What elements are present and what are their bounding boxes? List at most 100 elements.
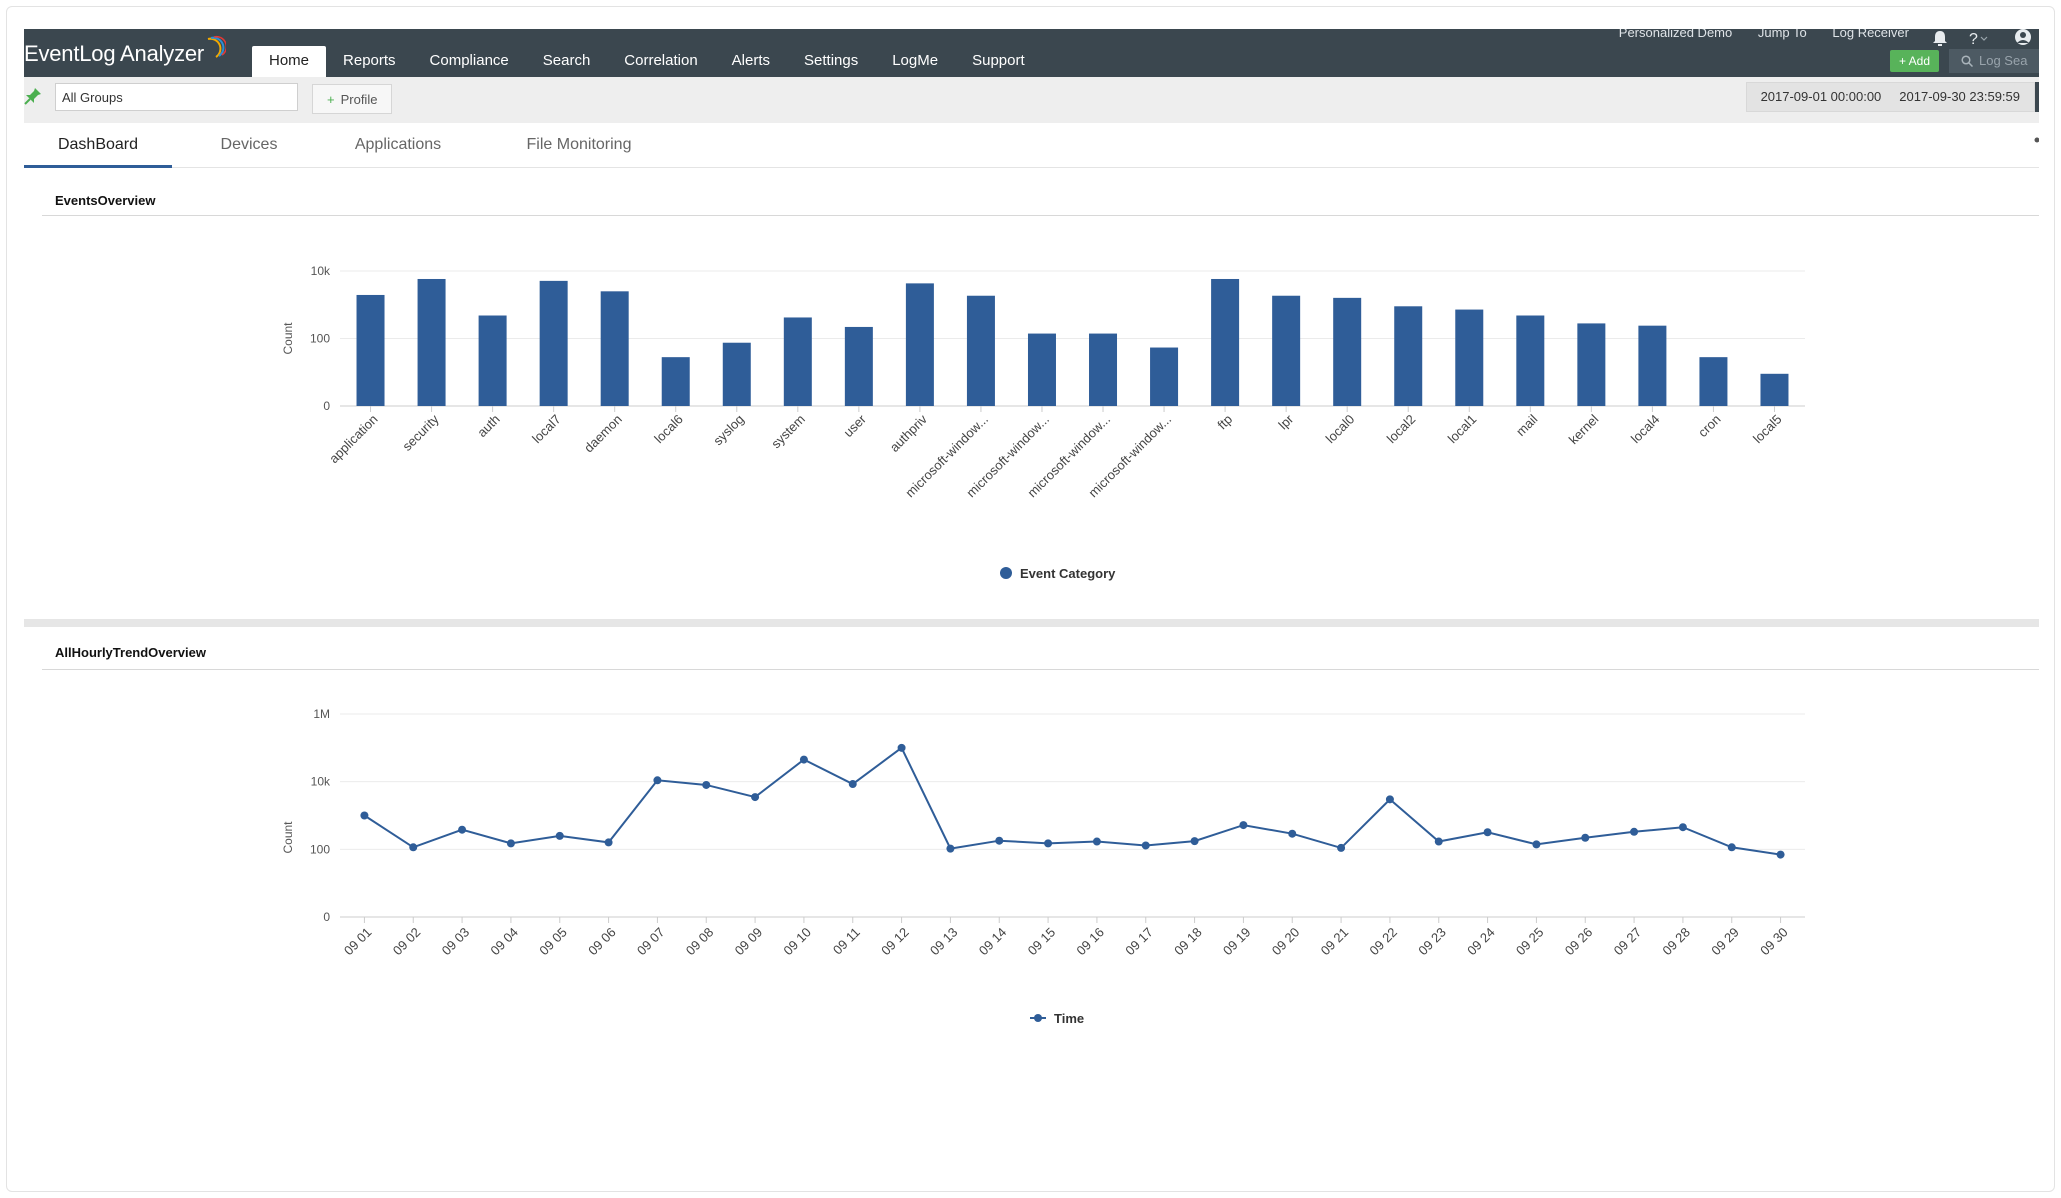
x-tick-label: 09 01	[341, 925, 375, 959]
x-tick-label: 09 05	[536, 925, 570, 959]
log-search-input[interactable]: Log Sea	[1949, 49, 2039, 73]
hourly-trend-title: AllHourlyTrendOverview	[55, 645, 206, 660]
edge-handle	[2035, 82, 2039, 112]
nav-settings[interactable]: Settings	[804, 52, 859, 69]
x-tick-label: 09 13	[927, 925, 961, 959]
bar	[1089, 333, 1118, 406]
add-button[interactable]: + Add	[1889, 50, 1939, 72]
x-tick-label: local0	[1323, 412, 1358, 447]
data-point	[897, 743, 906, 752]
panel-divider	[24, 619, 2039, 627]
legend-marker	[1034, 1014, 1042, 1022]
link-log-receiver[interactable]: Log Receiver	[1832, 29, 1909, 40]
x-tick-label: 09 15	[1025, 925, 1059, 959]
data-point	[555, 831, 564, 840]
data-point	[360, 811, 369, 820]
x-tick-label: local2	[1384, 412, 1419, 447]
legend-label: Time	[1054, 1011, 1084, 1026]
y-axis-label: Count	[281, 322, 295, 355]
link-personalized-demo[interactable]: Personalized Demo	[1618, 29, 1733, 40]
x-tick-label: kernel	[1566, 411, 1602, 447]
app-logo[interactable]: EventLog Analyzer	[24, 29, 226, 77]
legend-marker	[1000, 567, 1012, 579]
data-point	[1532, 840, 1541, 849]
nav-reports[interactable]: Reports	[343, 52, 396, 69]
data-point	[1385, 795, 1394, 804]
x-tick-label: authpriv	[887, 411, 931, 455]
bar	[1394, 306, 1423, 406]
x-tick-label: 09 02	[390, 925, 424, 959]
hourly-trend-chart: 0 100 10k 1M Count 09 01 09 02 09 03 09 04 09 05 0…	[281, 707, 1805, 1026]
x-tick-label: lpr	[1275, 411, 1296, 432]
data-point	[1190, 837, 1199, 846]
profile-button-label: Profile	[340, 92, 378, 107]
date-range-picker[interactable]: 2017-09-01 00:00:00 2017-09-30 23:59:59	[1745, 82, 2035, 112]
data-point	[604, 838, 613, 847]
tab-devices[interactable]: Devices	[220, 136, 278, 153]
tab-dashboard[interactable]: DashBoard	[24, 123, 172, 168]
x-tick-label: 09 22	[1366, 925, 1400, 959]
y-tick-label: 0	[323, 910, 330, 924]
link-jump-to[interactable]: Jump To	[1757, 29, 1807, 40]
y-tick-label: 10k	[311, 775, 331, 789]
header-icons: ?	[1933, 29, 2031, 48]
app-window: EventLog Analyzer Personalized Demo Jump…	[24, 29, 2039, 1059]
x-tick-label: local4	[1628, 412, 1663, 447]
group-select[interactable]: All Groups	[55, 83, 298, 111]
nav-alerts[interactable]: Alerts	[731, 52, 771, 69]
data-point	[995, 836, 1004, 845]
bar	[1333, 297, 1362, 406]
x-tick-label: syslog	[710, 412, 747, 449]
x-tick-label: 09 14	[976, 925, 1010, 959]
data-point	[1678, 823, 1687, 832]
nav-compliance[interactable]: Compliance	[429, 52, 509, 69]
bar	[1760, 373, 1789, 406]
nav-home[interactable]: Home	[252, 46, 327, 77]
x-tick-label: 09 21	[1318, 925, 1352, 959]
bar	[1211, 278, 1240, 406]
data-point	[1141, 841, 1150, 850]
x-tick-label: 09 24	[1464, 925, 1498, 959]
pin-icon[interactable]	[24, 87, 42, 105]
x-tick-label: 09 16	[1073, 925, 1107, 959]
nav-search[interactable]: Search	[542, 52, 591, 69]
data-point	[653, 776, 662, 785]
y-tick-label: 100	[310, 332, 330, 346]
x-tick-label: auth	[474, 412, 503, 441]
nav-support[interactable]: Support	[972, 52, 1025, 69]
x-tick-label: 09 04	[487, 925, 521, 959]
data-point	[1630, 827, 1639, 836]
x-tick-label: 09 23	[1415, 925, 1449, 959]
top-header: EventLog Analyzer Personalized Demo Jump…	[24, 29, 2039, 77]
help-icon[interactable]: ?	[1969, 31, 1988, 48]
tab-file-monitoring[interactable]: File Monitoring	[526, 136, 632, 153]
tab-applications[interactable]: Applications	[354, 136, 442, 153]
log-search-placeholder: Log Sea	[1979, 53, 2028, 68]
events-overview-chart: 0 100 10k Count application security auth local…	[281, 264, 1805, 581]
profile-button[interactable]: + Profile	[312, 84, 393, 114]
bell-icon[interactable]	[1933, 31, 1947, 46]
data-point	[1092, 837, 1101, 846]
logo-arc-icon	[207, 35, 226, 58]
nav-logme[interactable]: LogMe	[892, 52, 939, 69]
x-tick-label: 09 07	[634, 925, 668, 959]
legend-label: Event Category	[1020, 566, 1116, 581]
top-links: Personalized Demo Jump To Log Receiver	[1597, 29, 1909, 40]
x-tick-label: 09 26	[1562, 925, 1596, 959]
bar	[417, 278, 446, 406]
data-point	[1776, 850, 1785, 859]
nav-correlation[interactable]: Correlation	[624, 52, 698, 69]
data-point	[1727, 843, 1736, 852]
data-point	[409, 843, 418, 852]
bar	[1027, 333, 1056, 406]
x-tick-label: 09 17	[1122, 925, 1156, 959]
bar	[1577, 323, 1606, 406]
date-from: 2017-09-01 00:00:00	[1760, 89, 1882, 104]
screenshot-frame	[6, 6, 2055, 1192]
gear-icon[interactable]	[2033, 135, 2039, 145]
bar	[1699, 357, 1728, 406]
user-icon[interactable]	[2015, 29, 2031, 45]
bar	[722, 342, 751, 406]
data-point	[1434, 837, 1443, 846]
data-point	[1337, 843, 1346, 852]
